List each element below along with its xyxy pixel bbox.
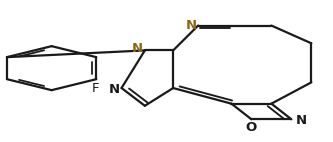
Text: N: N bbox=[132, 42, 143, 56]
Text: F: F bbox=[92, 82, 99, 95]
Text: O: O bbox=[246, 121, 257, 134]
Text: N: N bbox=[109, 83, 120, 96]
Text: N: N bbox=[185, 19, 196, 32]
Text: N: N bbox=[295, 114, 306, 127]
